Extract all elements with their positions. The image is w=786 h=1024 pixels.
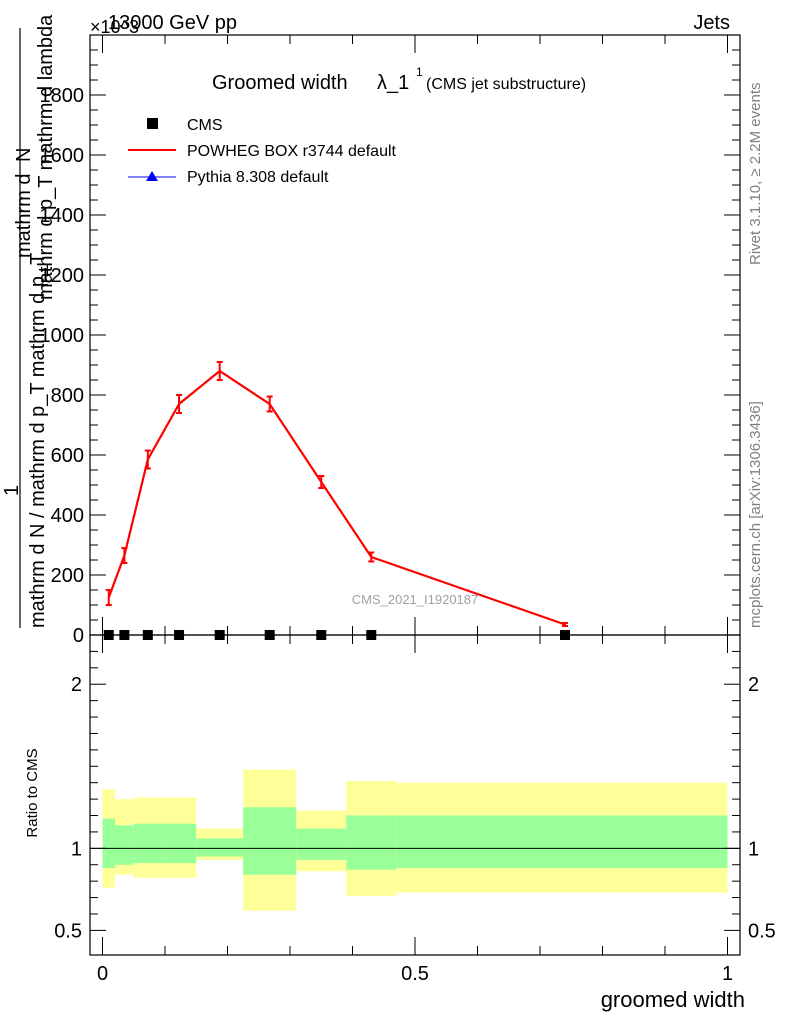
ratio-band-green <box>161 823 197 864</box>
title-subtitle: (CMS jet substructure) <box>426 76 586 93</box>
ratio-band-green <box>196 838 244 857</box>
ratio-y-tick-label-right: 0.5 <box>748 920 776 942</box>
ratio-x-axis: 0 0.5 1 <box>97 635 733 985</box>
ratio-band-green <box>396 815 728 869</box>
ratio-band-green <box>115 825 134 865</box>
x-tick-label: 0.5 <box>401 963 429 985</box>
x-axis-label: groomed width <box>601 987 745 1012</box>
x-tick-label: 1 <box>722 963 733 985</box>
legend-pythia-label: Pythia 8.308 default <box>187 169 329 186</box>
process-label: Jets <box>693 12 730 34</box>
main-y-tick-label: 0 <box>73 625 84 647</box>
ratio-band-green <box>133 823 162 864</box>
title-superscript: 1 <box>416 65 423 79</box>
title-main: Groomed width <box>212 72 348 94</box>
ratio-y-tick-label-right: 2 <box>748 674 759 696</box>
main-y-tick-label: 600 <box>51 445 84 467</box>
legend-powheg-label: POWHEG BOX r3744 default <box>187 143 397 160</box>
y-exponent-label: ×10^3 <box>90 17 139 37</box>
ratio-band-green <box>346 815 397 870</box>
main-plot-panel: 0 200 400 600 800 1000 1200 1400 1600 1800 CMS_20… <box>40 34 741 647</box>
ratio-band-green <box>243 807 297 875</box>
ratio-y-tick-label-right: 1 <box>748 838 759 860</box>
main-y-tick-label: 1200 <box>40 265 85 287</box>
ratio-plot-panel: 0.5 0.51 12 2 0 0.5 1 Ratio to CMS groomed wi… <box>24 634 776 1012</box>
ratio-y-axis-label: Ratio to CMS <box>24 748 41 837</box>
ylabel-numerator-denominator: mathrm d p_T mathrm d lambda <box>35 14 57 300</box>
ylabel-fraction-denominator: mathrm d N / mathrm d p_T mathrm d p_T <box>27 253 49 628</box>
main-y-tick-label: 200 <box>51 565 84 587</box>
ratio-band-green <box>296 828 347 860</box>
title-lambda: λ_1 <box>377 72 409 94</box>
legend-pythia-marker <box>146 171 158 181</box>
x-tick-label: 0 <box>97 963 108 985</box>
powheg-line <box>107 369 566 626</box>
ratio-bands <box>102 769 728 911</box>
main-y-tick-label: 400 <box>51 505 84 527</box>
analysis-watermark: CMS_2021_I1920187 <box>352 592 479 607</box>
ratio-y-tick-label: 1 <box>71 838 82 860</box>
legend-cms-label: CMS <box>187 117 223 134</box>
main-y-tick-label: 1000 <box>40 325 85 347</box>
powheg-series <box>105 361 568 627</box>
rivet-label: Rivet 3.1.10, ≥ 2.2M events <box>747 83 764 266</box>
main-y-tick-label: 1400 <box>40 205 85 227</box>
legend: CMS POWHEG BOX r3744 default Pythia 8.30… <box>128 117 397 186</box>
ylabel-fraction-numerator: 1 <box>1 485 23 496</box>
ylabel-numerator-n: N <box>13 148 35 162</box>
main-y-tick-label: 1600 <box>40 145 85 167</box>
main-y-tick-label: 1800 <box>40 85 85 107</box>
main-y-axis-label: mathrm d N mathrm d p_T mathrm d lambda … <box>1 14 57 628</box>
energy-label: 13000 GeV pp <box>108 12 237 34</box>
ratio-y-tick-label: 2 <box>71 674 82 696</box>
ylabel-numerator: mathrm d <box>13 174 35 258</box>
main-y-tick-label: 800 <box>51 385 84 407</box>
ratio-y-axis: 0.5 0.5 1 1 2 2 <box>54 650 776 942</box>
plot-title: Groomed width λ_1 1 (CMS jet substructur… <box>212 65 586 94</box>
main-y-axis: 0 200 400 600 800 1000 1200 1400 1600 1800 <box>40 49 740 647</box>
main-x-ticks <box>102 35 728 635</box>
mcplots-label: mcplots.cern.ch [arXiv:1306.3436] <box>747 401 764 628</box>
legend-cms-marker <box>147 118 158 129</box>
ratio-y-tick-label: 0.5 <box>54 920 82 942</box>
ratio-band-green <box>102 818 115 869</box>
